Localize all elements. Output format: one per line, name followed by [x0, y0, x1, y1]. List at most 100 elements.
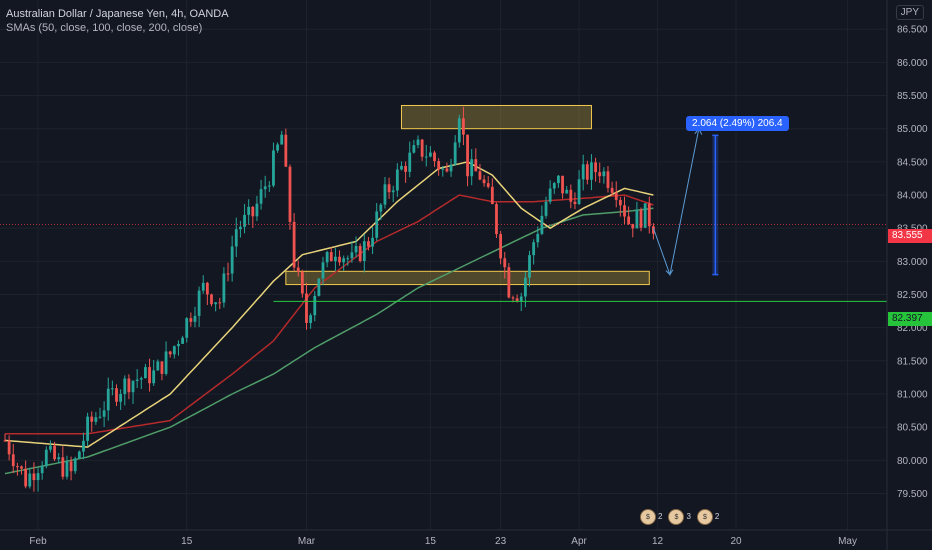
candle-body — [77, 451, 81, 459]
resistance-zone[interactable] — [400, 104, 592, 130]
y-tick-label: 82.500 — [897, 290, 928, 301]
candle-body — [358, 246, 362, 262]
candle-body — [544, 201, 548, 216]
candle-body — [276, 144, 279, 151]
candle-body — [65, 461, 69, 477]
candle-body — [507, 267, 511, 298]
event-markers[interactable]: $ 2 $ 3 $ 2 — [640, 509, 723, 525]
candle-body — [631, 223, 635, 229]
candles — [3, 106, 655, 492]
currency-button[interactable]: JPY — [895, 5, 924, 20]
y-tick-label: 84.500 — [897, 157, 928, 168]
candle-body — [230, 246, 234, 274]
candle-body — [185, 318, 189, 338]
candle-body — [102, 410, 106, 417]
candle-body — [82, 440, 85, 452]
candle-body — [24, 468, 28, 487]
event-icon[interactable]: $ — [696, 509, 713, 525]
candle-body — [119, 393, 123, 402]
candle-body — [482, 179, 486, 184]
candle-body — [652, 226, 655, 234]
candle-body — [490, 186, 494, 205]
candle-body — [32, 473, 36, 481]
candle-body — [49, 445, 52, 450]
drawings[interactable] — [0, 127, 887, 302]
candle-body — [627, 216, 631, 224]
candle-body — [350, 252, 354, 259]
x-tick-label: 20 — [730, 536, 742, 547]
candle-body — [519, 296, 523, 302]
indicator-legend[interactable]: SMAs (50, close, 100, close, 200, close) — [6, 22, 203, 34]
projection-path[interactable] — [652, 128, 700, 277]
candle-body — [375, 211, 379, 238]
candle-body — [647, 203, 651, 227]
zones[interactable] — [285, 104, 650, 286]
y-tick-label: 81.000 — [897, 390, 928, 401]
candle-body — [445, 168, 449, 172]
candle-body — [565, 189, 569, 194]
sma-100-line — [5, 194, 654, 435]
event-count: 2 — [714, 512, 720, 521]
dividend-icon[interactable]: $ — [640, 509, 656, 525]
x-tick-label: Mar — [298, 536, 316, 547]
candle-body — [218, 302, 222, 304]
candle-body — [594, 162, 597, 173]
event-count: 3 — [686, 512, 691, 521]
support-zone[interactable] — [285, 270, 650, 286]
symbol-title[interactable]: Australian Dollar / Japanese Yen, 4h, OA… — [6, 8, 229, 20]
x-tick-label: 15 — [181, 536, 193, 547]
y-tick-label: 85.500 — [897, 91, 928, 102]
y-tick-label: 81.500 — [897, 356, 928, 367]
candle-body — [433, 152, 436, 162]
candle-body — [251, 206, 255, 217]
candle-body — [416, 139, 420, 146]
candle-body — [189, 318, 193, 322]
candle-body — [598, 172, 602, 177]
grid — [0, 0, 887, 530]
candle-body — [623, 205, 626, 217]
candle-body — [379, 204, 383, 212]
candle-body — [371, 237, 374, 247]
candle-body — [61, 457, 65, 477]
horizontal-line-price-badge: 82.397 — [888, 312, 932, 326]
candle-body — [3, 440, 7, 442]
candle-body — [569, 189, 573, 202]
candle-body — [334, 256, 337, 262]
candle-body — [577, 179, 581, 205]
candle-body — [98, 416, 102, 418]
candle-body — [267, 185, 271, 187]
candle-body — [309, 315, 313, 323]
candle-body — [606, 171, 610, 188]
candle-body — [305, 293, 308, 323]
earnings-icon[interactable]: $ — [668, 509, 685, 525]
chart-legend: Australian Dollar / Japanese Yen, 4h, OA… — [6, 7, 229, 35]
sma-200-line — [4, 207, 654, 475]
candle-body — [57, 457, 61, 460]
candle-body — [346, 258, 350, 260]
x-tick-label: May — [838, 536, 857, 547]
event-count: 2 — [658, 512, 663, 521]
candle-body — [123, 378, 127, 394]
measure-label[interactable]: 2.064 (2.49%) 206.4 — [686, 116, 789, 131]
candle-body — [156, 361, 160, 371]
candle-body — [201, 282, 205, 291]
candle-body — [280, 134, 284, 145]
candle-body — [127, 378, 131, 393]
candle-body — [148, 367, 151, 384]
candle-body — [391, 190, 395, 193]
y-tick-label: 85.000 — [897, 124, 928, 135]
y-tick-label: 86.000 — [897, 58, 928, 69]
candle-body — [317, 278, 321, 296]
candle-body — [36, 473, 40, 481]
y-tick-label: 80.500 — [897, 423, 928, 434]
candle-body — [639, 209, 643, 228]
candle-body — [296, 267, 300, 272]
candle-body — [300, 271, 304, 294]
candle-body — [610, 187, 614, 193]
candle-body — [210, 294, 213, 305]
candle-body — [164, 351, 168, 374]
candle-body — [643, 203, 647, 228]
candle-body — [441, 168, 445, 170]
